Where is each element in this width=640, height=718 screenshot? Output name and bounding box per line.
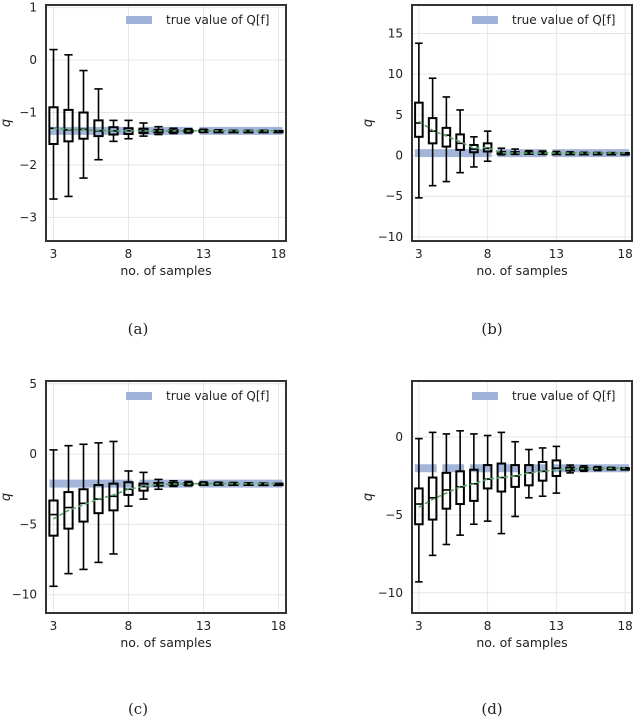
y-tick-label: 10 [388,67,403,81]
y-tick-label: 5 [29,377,37,391]
y-tick-label: 5 [395,108,403,122]
x-axis-label: no. of samples [120,635,211,650]
box-body [63,108,74,143]
y-axis-label: q [0,493,14,501]
box-8 [482,434,493,522]
box-3 [48,449,59,588]
y-tick-label: 0 [395,430,403,444]
box-4 [63,444,74,575]
chart-panel-b: 3 8 13 18 −10 −5 0 5 10 15 no. of samples q true val… [345,0,640,300]
chart-svg: 3 8 13 18 −10 −5 0 5 10 15 no. of samples q true val… [361,4,633,278]
y-tick-label: −3 [19,210,37,224]
y-tick-label: −2 [19,158,37,172]
y-tick-label: −5 [385,189,403,203]
x-tick-label: 3 [415,619,423,633]
y-tick-label: 0 [29,53,37,67]
mean-line [418,467,626,508]
box-4 [427,431,438,557]
x-tick-label: 3 [50,619,58,633]
box-body [63,491,74,530]
x-tick-label: 8 [484,619,492,633]
box-body [48,499,59,537]
x-tick-label: 8 [125,247,133,261]
box-13 [551,445,562,494]
legend-label: true value of Q[f] [512,389,615,403]
plot-frame [411,4,633,242]
y-tick-label: 1 [29,1,37,15]
y-tick-label: −10 [378,230,403,244]
legend-label: true value of Q[f] [512,13,615,27]
plot-frame [45,4,287,242]
plot-area [412,381,632,613]
x-tick-label: 18 [271,619,286,633]
mean-line [53,127,279,132]
caption-d: (d) [481,700,503,718]
legend-label: true value of Q[f] [166,13,269,27]
box-7 [469,136,479,168]
x-tick-label: 3 [415,247,423,261]
chart-panel-a: 3 8 13 18 −3 −2 −1 0 1 no. of samples q true value … [0,0,300,300]
x-tick-label: 3 [50,247,58,261]
x-tick-label: 13 [196,247,211,261]
chart-svg: 3 8 13 18 −10 −5 0 no. of samples q true value of… [361,380,633,650]
y-axis-label: q [361,119,376,127]
y-tick-label: −5 [385,508,403,522]
x-tick-label: 13 [549,619,564,633]
chart-panel-c: 3 8 13 18 −10 −5 0 5 no. of samples q true value o… [0,368,300,668]
box-6 [93,442,104,564]
box-body [524,464,534,487]
y-tick-label: −1 [19,106,37,120]
plot-area [46,5,286,241]
y-tick-label: 15 [388,26,403,40]
x-tick-label: 18 [617,619,632,633]
plot-frame [411,380,633,614]
caption-b: (b) [481,320,503,338]
chart-svg: 3 8 13 18 −3 −2 −1 0 1 no. of samples q true value … [0,1,287,278]
y-tick-label: −10 [378,586,403,600]
plot-frame [45,380,287,614]
box-10 [510,440,520,518]
y-tick-label: −10 [12,588,37,602]
x-tick-label: 8 [125,619,133,633]
box-body [78,111,89,140]
caption-c: (c) [127,700,149,718]
x-tick-label: 8 [484,247,492,261]
x-tick-label: 13 [196,619,211,633]
x-tick-label: 18 [617,247,632,261]
plot-area [412,5,632,241]
plot-area [46,381,286,613]
y-tick-label: 0 [395,149,403,163]
box-body [93,119,104,138]
caption-a: (a) [127,320,149,338]
box-body [414,487,424,526]
y-axis-label: q [361,493,376,501]
box-body [48,106,59,145]
x-axis-label: no. of samples [120,263,211,278]
chart-svg: 3 8 13 18 −10 −5 0 5 no. of samples q true value o… [0,377,287,650]
box-3 [414,437,424,583]
box-body [455,133,465,151]
box-7 [108,440,119,555]
x-axis-label: no. of samples [476,263,567,278]
box-body [482,464,493,490]
y-axis-label: q [0,119,14,127]
mean-line [418,120,626,154]
box-6 [455,430,465,536]
x-axis-label: no. of samples [476,635,567,650]
x-tick-label: 18 [271,247,286,261]
box-5 [78,443,89,571]
y-tick-label: −5 [19,517,37,531]
x-tick-label: 13 [549,247,564,261]
box-body [414,101,424,138]
box-3 [48,48,59,200]
legend-label: true value of Q[f] [166,389,269,403]
chart-panel-d: 3 8 13 18 −10 −5 0 no. of samples q true value of… [345,368,640,668]
y-tick-label: 0 [29,447,37,461]
